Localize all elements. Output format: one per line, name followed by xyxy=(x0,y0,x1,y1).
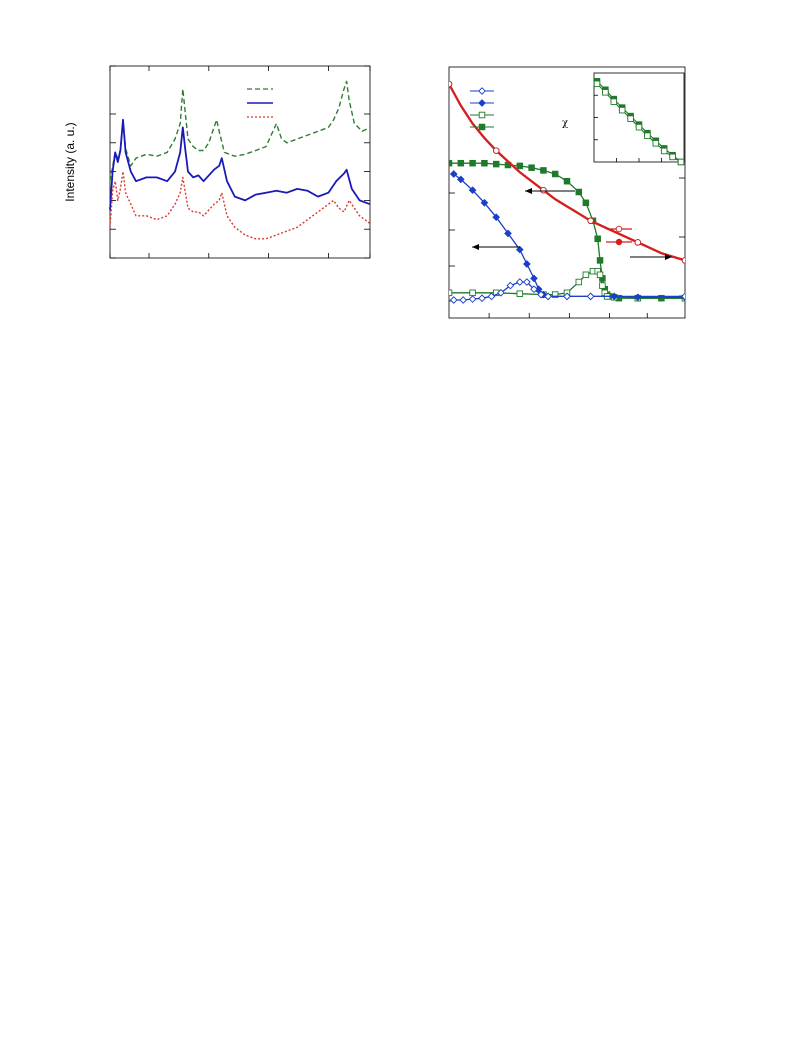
inset-frame xyxy=(593,72,685,163)
inset-ticks xyxy=(594,94,662,162)
data-marker xyxy=(497,288,505,297)
data-marker xyxy=(594,235,601,243)
data-marker xyxy=(681,292,685,301)
data-marker xyxy=(599,282,606,289)
legend-marker xyxy=(615,225,623,233)
series-line-6 xyxy=(449,83,685,262)
data-marker xyxy=(634,239,642,246)
data-marker xyxy=(469,159,476,167)
legend-marker xyxy=(478,99,486,107)
data-marker xyxy=(523,278,531,286)
data-marker xyxy=(492,147,500,154)
data-marker xyxy=(487,292,496,301)
inset-series xyxy=(593,77,685,166)
data-marker xyxy=(449,289,453,297)
data-marker xyxy=(586,292,595,301)
data-marker xyxy=(449,80,453,88)
data-marker xyxy=(449,296,458,304)
inset-marker xyxy=(644,132,651,139)
inset-marker xyxy=(593,80,601,88)
inset-marker xyxy=(660,147,668,155)
inset-marker xyxy=(635,123,643,131)
inset-chi-label: χ xyxy=(562,118,568,129)
arrow-annotations xyxy=(472,188,672,260)
order-parameter-panel: χ xyxy=(448,66,686,319)
data-marker xyxy=(516,162,524,170)
series-line-5 xyxy=(449,83,685,262)
data-marker xyxy=(523,260,531,268)
legend-left xyxy=(247,88,273,118)
data-marker xyxy=(515,278,524,286)
right-series xyxy=(449,80,685,304)
data-marker xyxy=(540,186,547,194)
spectrum-line-1 xyxy=(109,80,371,182)
data-marker xyxy=(596,271,604,279)
data-marker xyxy=(563,177,571,185)
legend-marker xyxy=(478,87,486,95)
spectrum-line-2 xyxy=(109,118,371,211)
plot-frame-left xyxy=(109,65,371,259)
data-marker xyxy=(596,257,604,264)
data-marker xyxy=(468,186,477,195)
data-marker xyxy=(563,292,571,301)
inset-marker xyxy=(677,158,685,166)
data-marker xyxy=(492,213,501,222)
inset-marker xyxy=(610,98,618,105)
data-marker xyxy=(582,199,590,207)
arrow-left-lower-head xyxy=(472,244,479,250)
data-marker xyxy=(530,274,538,283)
data-marker xyxy=(551,170,559,178)
data-marker xyxy=(449,159,453,167)
series-line-3 xyxy=(453,173,685,298)
data-marker xyxy=(681,257,685,264)
data-marker xyxy=(492,160,500,168)
data-marker xyxy=(582,271,590,279)
data-marker xyxy=(530,285,538,294)
inset-marker xyxy=(602,89,609,96)
data-marker xyxy=(516,290,524,297)
y-axis-label: Intensity (a. u.) xyxy=(63,122,77,201)
data-marker xyxy=(457,159,465,167)
data-marker xyxy=(528,164,535,171)
data-marker xyxy=(506,281,515,290)
intensity-panel: Intensity (a. u.) xyxy=(63,65,371,259)
data-marker xyxy=(540,167,547,174)
data-marker xyxy=(575,188,583,196)
legend-right xyxy=(470,87,494,131)
legend-marker xyxy=(615,238,623,246)
data-marker xyxy=(481,159,488,167)
data-marker xyxy=(504,229,512,238)
data-marker xyxy=(459,296,467,304)
legend-right-secondary xyxy=(606,225,632,246)
inset-marker xyxy=(669,153,676,161)
data-marker xyxy=(480,198,489,207)
arrow-left-upper-head xyxy=(525,188,532,194)
data-marker xyxy=(515,245,524,254)
data-marker xyxy=(575,278,583,286)
legend-marker xyxy=(478,123,486,131)
inset-marker xyxy=(618,106,626,114)
data-marker xyxy=(468,295,477,303)
inset-marker xyxy=(627,115,634,122)
spectrum-line-3 xyxy=(109,170,371,240)
data-marker xyxy=(449,170,458,178)
inset-marker xyxy=(652,140,660,147)
data-marker xyxy=(537,290,545,299)
data-marker xyxy=(478,294,486,303)
tick-marks-right xyxy=(449,177,685,318)
data-marker xyxy=(544,292,552,301)
spectra-series xyxy=(109,80,371,240)
data-marker xyxy=(456,175,465,184)
data-marker xyxy=(551,291,559,298)
arrow-right-head xyxy=(665,254,672,260)
tick-marks-left xyxy=(109,65,371,259)
plot-frame-right xyxy=(448,66,686,319)
legend-marker xyxy=(478,111,486,119)
data-marker xyxy=(587,217,594,225)
data-marker xyxy=(469,289,476,297)
